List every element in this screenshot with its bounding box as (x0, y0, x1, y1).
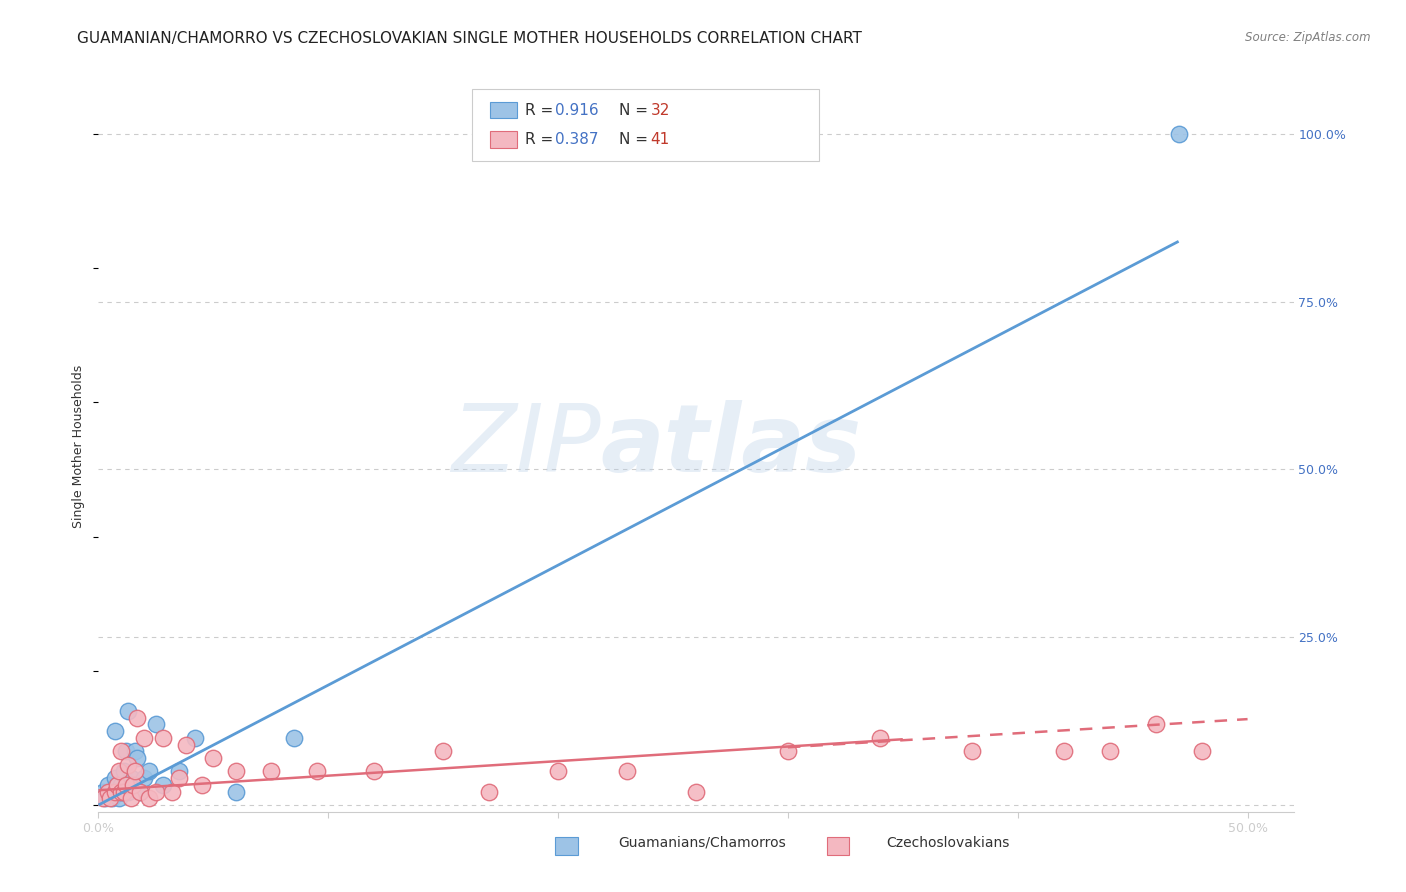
Text: R =: R = (524, 132, 558, 147)
Point (167, 771, 190, 785)
Point (110, 784, 132, 798)
Point (127, 751, 149, 765)
Text: GUAMANIAN/CHAMORRO VS CZECHOSLOVAKIAN SINGLE MOTHER HOUSEHOLDS CORRELATION CHART: GUAMANIAN/CHAMORRO VS CZECHOSLOVAKIAN SI… (77, 31, 862, 46)
Point (122, 778, 145, 792)
Point (103, 771, 125, 785)
Point (776, 744, 799, 758)
Point (174, 738, 197, 752)
Point (1167, 127, 1189, 141)
Point (108, 791, 131, 805)
Point (120, 791, 142, 805)
Point (145, 784, 167, 798)
Point (110, 778, 132, 792)
Point (152, 778, 174, 792)
Point (225, 764, 247, 779)
Text: 41: 41 (651, 132, 669, 147)
Point (98, 791, 121, 805)
Point (128, 784, 150, 798)
Text: 0.916: 0.916 (555, 103, 599, 118)
Point (685, 784, 707, 798)
Point (225, 784, 247, 798)
Point (105, 778, 128, 792)
Point (432, 744, 454, 758)
Point (112, 764, 135, 779)
Point (110, 784, 132, 798)
Point (1098, 744, 1121, 758)
Point (138, 791, 160, 805)
Point (363, 764, 385, 779)
Point (97, 784, 120, 798)
Point (117, 704, 139, 718)
Text: Source: ZipAtlas.com: Source: ZipAtlas.com (1246, 31, 1371, 45)
Point (202, 751, 225, 765)
Point (184, 731, 207, 745)
Y-axis label: Single Mother Households: Single Mother Households (72, 364, 86, 528)
Point (616, 764, 638, 779)
Point (138, 764, 160, 779)
Text: ZIP: ZIP (451, 401, 600, 491)
Point (105, 778, 128, 792)
Point (283, 731, 305, 745)
Point (108, 784, 131, 798)
Bar (491, 131, 517, 147)
Point (134, 771, 156, 785)
Point (145, 717, 167, 731)
Point (478, 784, 501, 798)
Point (112, 784, 135, 798)
Point (191, 778, 214, 792)
Point (117, 757, 139, 772)
Text: R =: R = (524, 103, 558, 118)
Point (160, 784, 183, 798)
Point (127, 711, 149, 725)
Point (115, 778, 138, 792)
Point (112, 784, 135, 798)
Text: Guamanians/Chamorros: Guamanians/Chamorros (619, 836, 786, 850)
Point (547, 764, 569, 779)
FancyBboxPatch shape (472, 89, 820, 161)
Point (260, 764, 283, 779)
Point (103, 724, 125, 739)
Point (305, 764, 328, 779)
Point (94, 791, 117, 805)
Point (115, 744, 138, 758)
Point (152, 731, 174, 745)
Point (120, 771, 142, 785)
Point (124, 764, 146, 779)
Text: N =: N = (620, 103, 654, 118)
Point (1053, 744, 1076, 758)
Text: 0.387: 0.387 (555, 132, 599, 147)
Text: 32: 32 (651, 103, 669, 118)
Text: N =: N = (620, 132, 654, 147)
Point (101, 791, 124, 805)
Point (167, 764, 190, 779)
Point (128, 784, 150, 798)
Point (91, 784, 114, 798)
Text: atlas: atlas (600, 400, 862, 492)
Point (122, 778, 145, 792)
Point (97, 778, 120, 792)
Point (960, 744, 983, 758)
Point (124, 744, 146, 758)
Point (103, 784, 125, 798)
Bar (491, 103, 517, 119)
Point (869, 731, 891, 745)
Point (98, 784, 121, 798)
Point (134, 731, 156, 745)
Point (117, 784, 139, 798)
Point (110, 744, 132, 758)
Point (1191, 744, 1213, 758)
Point (108, 764, 131, 779)
Text: Czechoslovakians: Czechoslovakians (886, 836, 1010, 850)
Point (91, 791, 114, 805)
Point (1144, 717, 1167, 731)
Point (115, 778, 138, 792)
